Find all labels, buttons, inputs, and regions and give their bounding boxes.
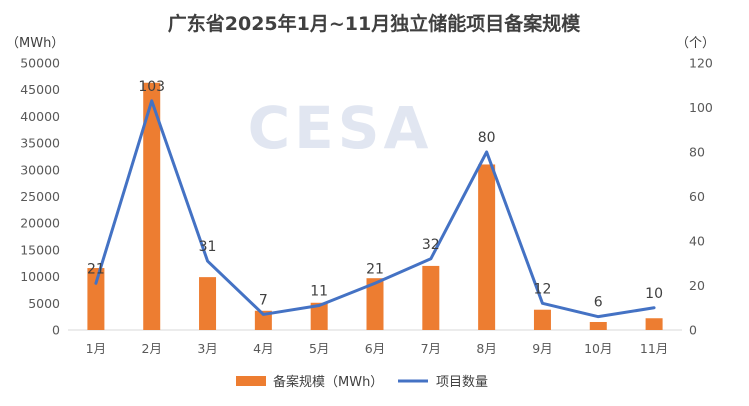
bar xyxy=(645,318,663,330)
line-series xyxy=(94,99,656,319)
x-tick-label: 11月 xyxy=(640,341,668,356)
data-label: 12 xyxy=(534,281,552,297)
left-tick-label: 5000 xyxy=(28,296,60,311)
data-label: 6 xyxy=(594,295,603,311)
bar xyxy=(310,302,328,330)
data-label: 10 xyxy=(645,286,663,302)
data-label: 80 xyxy=(478,130,496,146)
data-label: 7 xyxy=(259,292,268,308)
data-labels: 21 103 31 7 11 21 32 80 12 6 10 xyxy=(87,79,663,311)
right-axis: 0 20 40 60 80 100 120 xyxy=(689,56,713,338)
bar xyxy=(533,309,551,330)
right-tick-label: 120 xyxy=(689,56,713,71)
legend-swatch-bar xyxy=(236,376,266,386)
right-tick-label: 20 xyxy=(689,278,705,293)
bar xyxy=(589,321,607,330)
left-tick-label: 15000 xyxy=(20,242,60,257)
watermark-logo: CESA xyxy=(248,94,433,162)
right-tick-label: 40 xyxy=(689,234,705,249)
bar xyxy=(366,278,384,330)
left-tick-label: 50000 xyxy=(20,56,60,71)
bar xyxy=(143,82,161,331)
left-axis-unit: （MWh） xyxy=(6,36,64,51)
data-label: 21 xyxy=(87,261,105,277)
data-label: 103 xyxy=(138,79,165,95)
bar xyxy=(87,268,105,330)
left-tick-label: 0 xyxy=(52,323,60,338)
data-label: 11 xyxy=(310,284,328,300)
data-label: 21 xyxy=(366,261,384,277)
data-label: 32 xyxy=(422,237,440,253)
right-axis-unit: （个） xyxy=(676,36,715,51)
right-tick-label: 80 xyxy=(689,145,705,160)
bar xyxy=(254,310,272,330)
data-label: 31 xyxy=(199,239,217,255)
legend-label-line: 项目数量 xyxy=(436,375,488,390)
legend-label-bar: 备案规模（MWh） xyxy=(273,374,383,390)
left-tick-label: 25000 xyxy=(20,189,60,204)
bar-series xyxy=(87,82,663,331)
x-tick-label: 5月 xyxy=(309,341,329,356)
x-tick-label: 3月 xyxy=(197,341,217,356)
left-tick-label: 45000 xyxy=(20,82,60,97)
bar xyxy=(199,277,217,330)
x-tick-label: 4月 xyxy=(253,341,273,356)
bar xyxy=(478,164,496,330)
x-axis: 1月 2月 3月 4月 5月 6月 7月 8月 9月 10月 11月 xyxy=(86,341,669,356)
left-tick-label: 30000 xyxy=(20,162,60,177)
chart-title: 广东省2025年1月~11月独立储能项目备案规模 xyxy=(168,12,581,35)
right-tick-label: 60 xyxy=(689,189,705,204)
legend: 备案规模（MWh） 项目数量 xyxy=(236,374,488,390)
left-tick-label: 10000 xyxy=(20,269,60,284)
x-tick-label: 1月 xyxy=(86,341,106,356)
x-tick-label: 2月 xyxy=(142,341,162,356)
x-tick-label: 7月 xyxy=(421,341,441,356)
right-tick-label: 0 xyxy=(689,323,697,338)
right-tick-label: 100 xyxy=(689,100,713,115)
x-tick-label: 10月 xyxy=(584,341,612,356)
left-tick-label: 35000 xyxy=(20,136,60,151)
x-tick-label: 9月 xyxy=(532,341,552,356)
bar xyxy=(422,265,440,330)
x-tick-label: 6月 xyxy=(365,341,385,356)
left-axis: 0 5000 10000 15000 20000 25000 30000 35000 40000… xyxy=(20,56,60,338)
x-tick-label: 8月 xyxy=(476,341,496,356)
left-tick-label: 40000 xyxy=(20,109,60,124)
left-tick-label: 20000 xyxy=(20,216,60,231)
